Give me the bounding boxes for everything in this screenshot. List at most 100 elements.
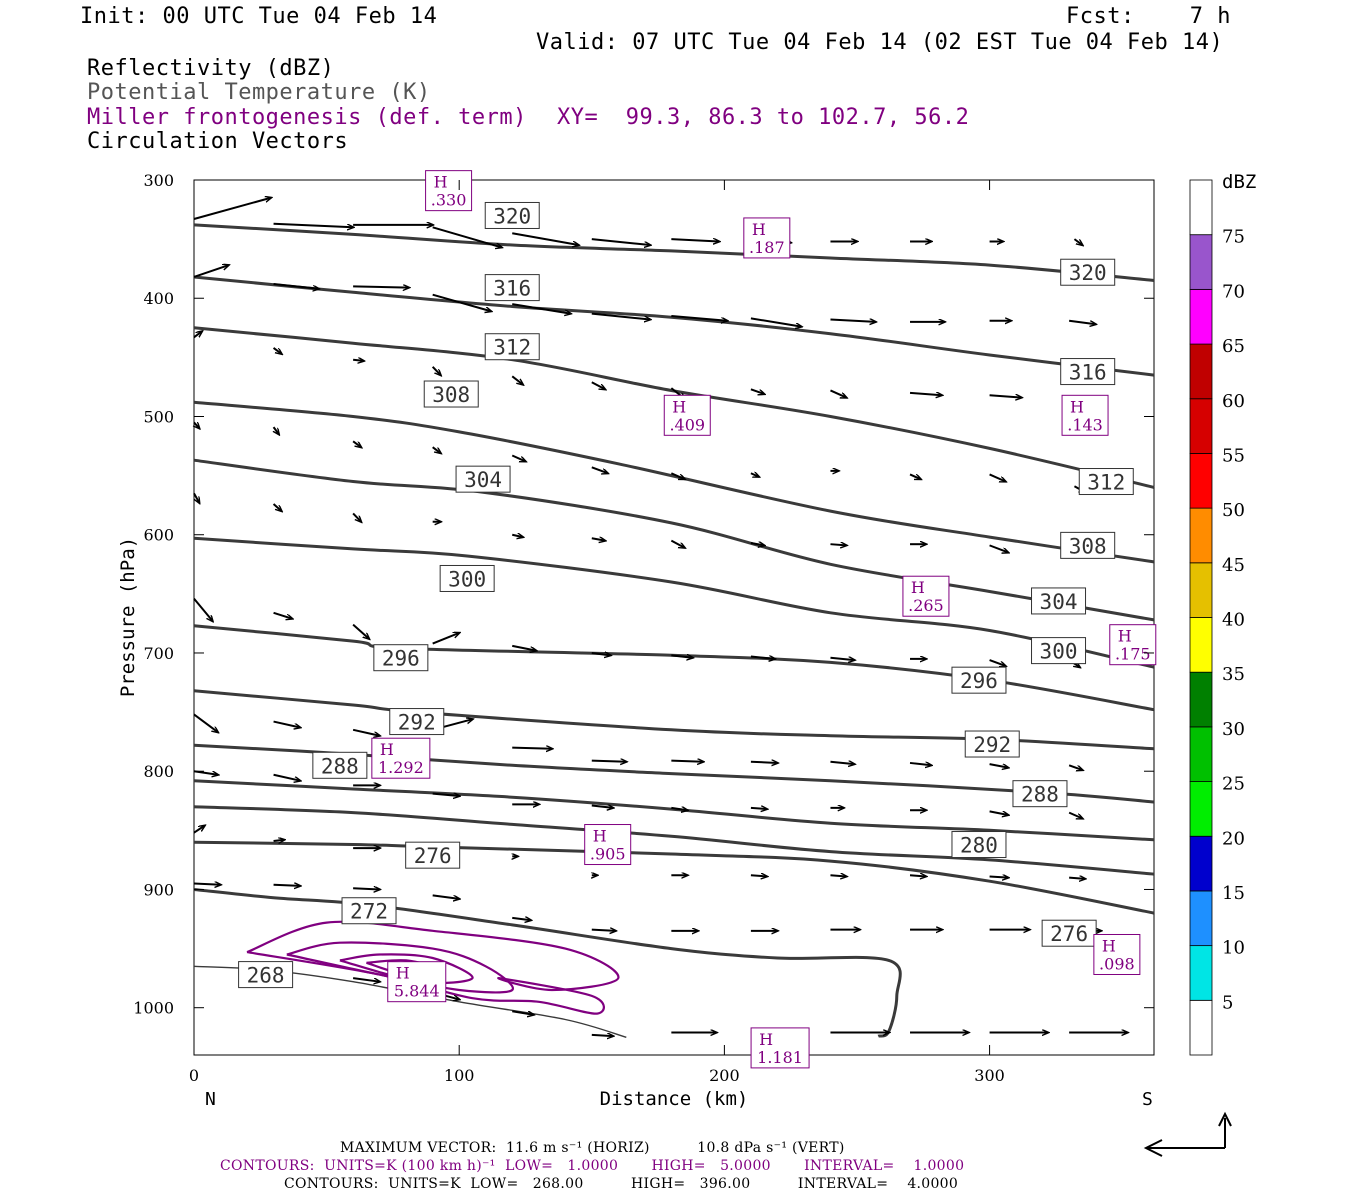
circulation-vector [750,657,775,659]
circulation-vectors [194,198,1127,1036]
y-tick-label: 900 [143,880,174,899]
fronto-max-value: .409 [669,415,705,434]
orientation-arrows-icon [1143,1111,1232,1157]
circulation-vector [909,763,931,765]
circulation-vector [193,597,213,621]
colorbar-swatch [1189,453,1213,509]
fronto-max-label: H5.844 [387,961,447,1003]
circulation-vector [830,762,854,764]
colorbar-swatch [1189,945,1213,1001]
theta-label-text: 292 [973,733,1011,757]
circulation-vector [671,761,703,762]
theta-contour-280 [193,805,1155,876]
circulation-vector [194,421,199,428]
theta-label-316: 316 [484,274,540,302]
colorbar-swatch [1189,781,1213,837]
theta-label-text: 280 [960,834,998,858]
fronto-max-letter: H [1102,936,1116,955]
circulation-vector [1068,811,1082,819]
circulation-vector [591,761,626,762]
theta-contour-300 [193,536,1155,669]
theta-label-text: 312 [1087,471,1125,495]
circulation-vector [591,312,650,320]
plot-frame [193,179,1155,1056]
theta-label-304: 304 [455,465,511,493]
circulation-vector [750,543,764,545]
circulation-vector [750,875,767,876]
colorbar-level-label: 45 [1222,555,1245,576]
south-label: S [1142,1089,1153,1110]
circulation-vector [432,894,460,899]
circulation-vector [1068,764,1082,770]
fronto-max-letter: H [1118,627,1132,646]
fronto-max-value: 5.844 [394,982,440,1001]
circulation-vector [1069,878,1085,879]
circulation-vector [352,440,361,447]
theta-contour-312 [193,326,1155,489]
theta-contour-308 [193,400,1155,564]
theta-label-text: 296 [382,647,420,671]
circulation-vector [353,360,364,361]
y-tick-label: 700 [143,644,174,663]
circulation-vector [273,283,319,289]
circulation-vector [750,388,764,394]
circulation-vector [273,840,285,841]
circulation-vector [273,773,301,781]
theta-label-text: 304 [1040,590,1078,614]
circulation-vector [512,748,552,749]
theta-label-text: 304 [464,468,502,492]
circulation-vector [670,472,684,479]
colorbar-level-label: 15 [1222,883,1245,904]
theta-label-288: 288 [1012,780,1068,808]
theta-label-288: 288 [312,751,368,779]
circulation-vector [909,393,942,395]
colorbar-swatch [1189,835,1213,892]
circulation-vector [909,473,921,479]
circulation-vector [989,659,1006,666]
x-tick-label: 200 [709,1066,740,1085]
theta-label-296: 296 [373,644,429,672]
theta-contour-284 [193,779,1155,842]
theta-label-text: 272 [350,900,388,924]
theta-label-text: 268 [247,964,285,988]
colorbar-swatch [1189,999,1213,1056]
theta-label-316: 316 [1060,358,1116,386]
circulation-vector [193,770,218,775]
theta-label-300: 300 [1031,637,1087,665]
fronto-max-value: .175 [1115,645,1151,664]
circulation-vector [750,762,778,763]
circulation-vector [432,226,502,247]
circulation-vector [352,728,380,736]
theta-label-text: 320 [493,204,531,228]
fronto-max-value: .905 [590,845,626,864]
theta-label-text: 288 [1021,783,1059,807]
circulation-vector [432,293,491,312]
cross-section-endpoints: XY= 99.3, 86.3 to 102.7, 56.2 [557,105,970,130]
colorbar-swatch [1189,671,1213,728]
colorbar-swatch [1189,507,1213,564]
fronto-contour-info: CONTOURS: UNITS=K (100 km h)⁻¹ LOW= 1.00… [220,1158,965,1174]
fronto-max-label: H1.181 [750,1027,810,1069]
fronto-max-value: .265 [908,596,944,615]
fronto-max-value: .098 [1099,954,1135,973]
circulation-vector [193,198,271,220]
fronto-max-label: H.098 [1093,933,1141,975]
circulation-vector [193,265,228,278]
circulation-vector [989,763,1009,768]
theta-label-320: 320 [484,201,540,229]
theta-contour-304 [193,458,1155,622]
circulation-vector [193,492,199,502]
fronto-max-letter: H [672,397,686,416]
circulation-vector [750,317,801,326]
circulation-vector [512,535,523,537]
circulation-vector [1073,238,1082,245]
circulation-vector [193,713,218,732]
theta-label-text: 288 [321,754,359,778]
x-axis-label: Distance (km) [600,1088,749,1110]
theta-label-276: 276 [1041,919,1097,947]
circulation-vector [353,888,380,889]
circulation-vector [512,232,578,245]
y-tick-label: 300 [143,171,174,190]
colorbar-level-label: 70 [1222,281,1245,302]
